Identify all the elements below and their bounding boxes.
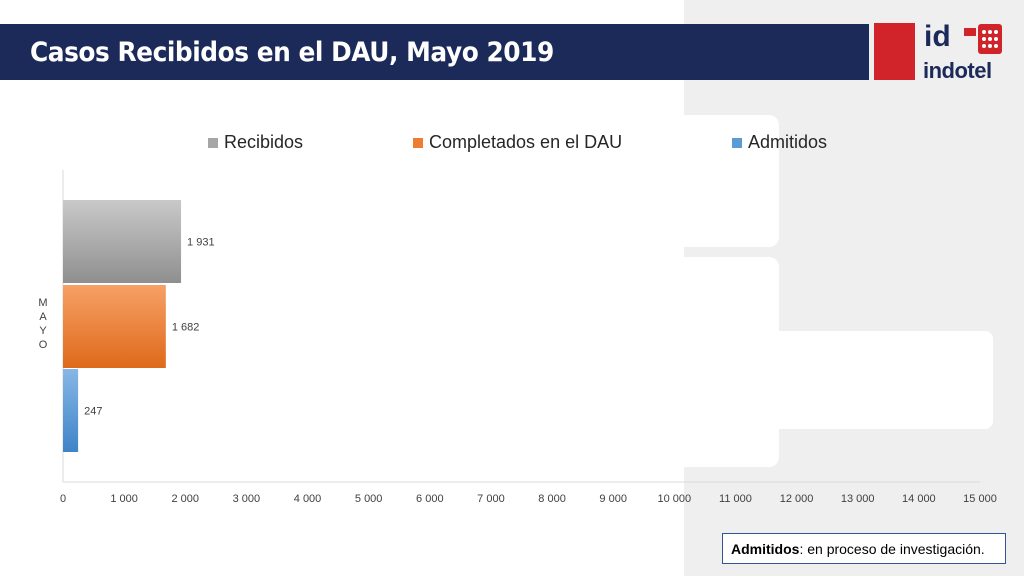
- x-tick-label: 1 000: [110, 493, 138, 505]
- x-tick-label: 12 000: [780, 493, 814, 505]
- data-label: 1 931: [187, 237, 215, 249]
- page-title: Casos Recibidos en el DAU, Mayo 2019: [30, 36, 554, 68]
- category-label-letter: M: [38, 297, 47, 309]
- x-tick-label: 14 000: [902, 493, 936, 505]
- x-tick-label: 11 000: [719, 493, 752, 505]
- x-tick-label: 7 000: [477, 493, 505, 505]
- background-notch: [684, 115, 779, 247]
- category-label-letter: A: [39, 311, 47, 323]
- bar-recibidos: [63, 200, 182, 283]
- note-box: Admitidos : en proceso de investigación.: [722, 533, 1006, 564]
- legend-label: Admitidos: [748, 132, 828, 152]
- category-label-letter: Y: [39, 325, 47, 337]
- bar-admitidos: [63, 369, 79, 452]
- legend-swatch: [413, 137, 423, 148]
- legend-item-recibidos: Recibidos: [208, 132, 303, 153]
- x-tick-label: 10 000: [658, 493, 692, 505]
- x-tick-label: 5 000: [355, 493, 383, 505]
- x-tick-label: 2 000: [172, 493, 200, 505]
- logo-id-text: id: [924, 20, 951, 53]
- legend-label: Completados en el DAU: [429, 132, 623, 152]
- logo-red-block: [874, 23, 915, 80]
- x-tick-label: 4 000: [294, 493, 322, 505]
- legend-label: Recibidos: [224, 132, 304, 152]
- data-label: 247: [84, 406, 102, 418]
- background-box: [727, 331, 993, 429]
- bar-completados-en-el-dau: [63, 285, 166, 368]
- x-tick-label: 9 000: [599, 493, 627, 505]
- note-bold: Admitidos: [731, 540, 800, 557]
- x-tick-label: 8 000: [538, 493, 566, 505]
- x-tick-label: 3 000: [233, 493, 261, 505]
- legend-swatch: [208, 137, 218, 148]
- title-bar: Casos Recibidos en el DAU, Mayo 2019: [0, 24, 869, 80]
- category-label-letter: O: [39, 339, 48, 351]
- legend-item-completados: Completados en el DAU: [413, 132, 622, 153]
- x-tick-label: 15 000: [963, 493, 997, 505]
- logo-brand-text: indotel: [923, 58, 992, 83]
- x-tick-label: 6 000: [416, 493, 444, 505]
- logo-grid-icon: [964, 24, 1002, 54]
- legend-item-admitidos: Admitidos: [732, 132, 827, 153]
- x-tick-label: 0: [60, 493, 66, 505]
- data-label: 1 682: [172, 322, 200, 334]
- legend-swatch: [732, 137, 742, 148]
- x-tick-label: 13 000: [841, 493, 875, 505]
- note-text: : en proceso de investigación.: [799, 540, 985, 557]
- chart-legend: Recibidos Completados en el DAU Admitido…: [0, 132, 1024, 158]
- indotel-logo: id indotel: [874, 20, 1004, 83]
